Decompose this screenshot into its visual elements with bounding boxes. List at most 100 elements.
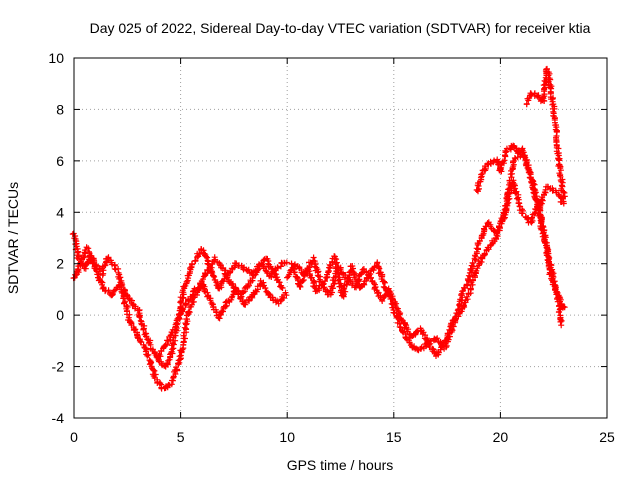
- marker-segment: [547, 89, 560, 133]
- marker-segment: [407, 327, 421, 341]
- marker-segment: [142, 346, 159, 378]
- marker-segment: [331, 253, 347, 299]
- y-tick-label: -4: [52, 410, 65, 426]
- marker-segment: [161, 381, 175, 392]
- marker-segment: [173, 302, 189, 328]
- x-tick-label: 0: [70, 429, 78, 445]
- marker-segment: [245, 267, 260, 289]
- marker-segment: [523, 157, 534, 178]
- x-axis-label: GPS time / hours: [287, 457, 394, 473]
- marker-segment: [535, 210, 547, 233]
- marker-segment: [211, 254, 225, 271]
- y-tick-label: 2: [56, 256, 64, 272]
- marker-segment: [365, 260, 380, 281]
- series-arc-d: [284, 145, 567, 354]
- marker-segment: [373, 259, 388, 290]
- marker-segment: [497, 147, 509, 175]
- marker-segment: [478, 165, 489, 180]
- marker-segment: [475, 246, 490, 267]
- marker-segment: [77, 247, 89, 269]
- marker-segment: [458, 272, 474, 298]
- marker-segment: [275, 289, 290, 307]
- marker-segment: [510, 177, 525, 214]
- marker-segment: [553, 127, 564, 172]
- x-tick-label: 20: [493, 429, 509, 445]
- marker-segment: [288, 260, 303, 290]
- marker-segment: [487, 158, 497, 167]
- series-arc-f: [473, 142, 565, 329]
- y-tick-label: 4: [56, 204, 64, 220]
- y-tick-label: 0: [56, 307, 64, 323]
- x-tick-label: 5: [177, 429, 185, 445]
- marker-segment: [530, 189, 543, 214]
- marker-segment: [155, 338, 172, 360]
- marker-segment: [543, 245, 553, 270]
- y-axis-label: SDTVAR / TECUs: [5, 182, 21, 294]
- marker-segment: [177, 278, 190, 306]
- marker-segment: [554, 295, 565, 329]
- marker-segment: [161, 350, 176, 369]
- marker-segment: [215, 299, 230, 322]
- marker-segment: [147, 341, 163, 365]
- marker-segment: [549, 281, 561, 303]
- marker-segment: [219, 265, 234, 287]
- data-markers: [69, 65, 568, 392]
- x-tick-label: 15: [386, 429, 402, 445]
- marker-segment: [257, 277, 273, 298]
- chart-title: Day 025 of 2022, Sidereal Day-to-day VTE…: [90, 20, 591, 36]
- marker-segment: [104, 254, 118, 272]
- marker-segment: [150, 373, 165, 392]
- marker-segment: [190, 281, 204, 295]
- marker-segment: [185, 288, 201, 315]
- marker-segment: [200, 281, 214, 302]
- x-tick-label: 25: [599, 429, 615, 445]
- marker-segment: [263, 255, 278, 277]
- marker-segment: [473, 174, 485, 195]
- x-tick-label: 10: [279, 429, 295, 445]
- marker-segment: [441, 317, 456, 344]
- marker-segment: [135, 307, 148, 332]
- marker-segment: [356, 274, 370, 291]
- marker-segment: [381, 284, 396, 302]
- marker-segment: [274, 259, 290, 271]
- marker-segment: [241, 264, 255, 277]
- marker-segment: [369, 278, 384, 301]
- marker-segment: [459, 286, 474, 312]
- marker-segment: [91, 265, 107, 292]
- marker-segment: [339, 263, 355, 300]
- y-tick-label: 8: [56, 101, 64, 117]
- marker-segment: [556, 167, 568, 205]
- marker-segment: [433, 338, 449, 359]
- axis-ticks: 0 5 10 15 20 25 -4 -2 0 2 4 6 8 10: [48, 50, 615, 445]
- y-tick-label: -2: [52, 359, 65, 375]
- marker-segment: [182, 291, 197, 308]
- marker-segment: [232, 285, 247, 307]
- grid: [74, 58, 607, 418]
- marker-segment: [310, 254, 324, 285]
- marker-segment: [271, 271, 286, 291]
- marker-segment: [313, 278, 328, 294]
- marker-segment: [491, 156, 501, 165]
- y-tick-label: 10: [48, 50, 64, 66]
- marker-segment: [389, 296, 405, 323]
- marker-segment: [176, 309, 193, 360]
- marker-segment: [117, 281, 133, 323]
- y-tick-label: 6: [56, 153, 64, 169]
- series-arc-e: [288, 177, 568, 359]
- marker-segment: [493, 212, 507, 243]
- marker-segment: [267, 294, 281, 306]
- marker-segment: [466, 240, 481, 276]
- marker-segment: [223, 287, 238, 305]
- marker-segment: [399, 317, 414, 341]
- plot-frame: [73, 57, 608, 419]
- series-arc-c: [155, 277, 290, 360]
- marker-segment: [198, 246, 213, 272]
- marker-segment: [140, 326, 154, 347]
- marker-segment: [539, 230, 550, 251]
- series-arc-g: [523, 65, 568, 205]
- marker-segment: [475, 220, 491, 247]
- marker-segment: [518, 207, 532, 226]
- marker-segment: [241, 293, 256, 308]
- marker-segment: [169, 355, 184, 384]
